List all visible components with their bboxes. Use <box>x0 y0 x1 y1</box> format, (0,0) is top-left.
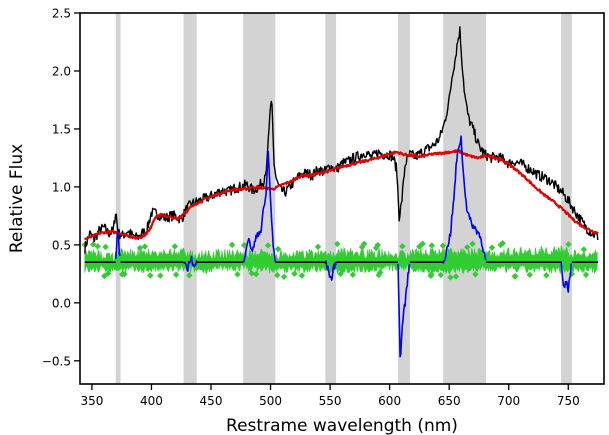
observed-spectrum-line <box>84 26 599 254</box>
x-tick-label: 700 <box>497 394 520 408</box>
x-axis-label: Restrame wavelength (nm) <box>226 416 458 435</box>
y-tick-label: 2.0 <box>52 64 71 78</box>
residual-point <box>157 272 164 279</box>
residual-point <box>186 272 193 279</box>
residual-point <box>416 243 423 250</box>
model-spectrum-line <box>83 149 599 241</box>
y-tick-label: 0.5 <box>52 238 71 252</box>
blue-emission-line-4 <box>397 263 411 358</box>
residual-point <box>280 273 288 281</box>
residual-point <box>248 270 255 277</box>
residual-point <box>94 243 101 250</box>
x-tick-label: 400 <box>140 394 163 408</box>
y-tick-label: −0.5 <box>42 354 71 368</box>
shaded-region-3 <box>325 13 337 384</box>
residual-point <box>452 273 460 280</box>
x-tick-label: 350 <box>80 394 103 408</box>
residual-point <box>89 241 97 248</box>
residual-band <box>84 245 598 275</box>
shaded-region-6 <box>561 13 572 384</box>
residual-point <box>375 271 382 279</box>
plot-frame <box>79 12 605 385</box>
spectrum-lines-layer <box>83 26 599 358</box>
residual-point <box>399 243 406 250</box>
residual-point <box>228 241 236 248</box>
residual-point <box>488 244 496 251</box>
residual-point <box>464 243 471 251</box>
x-axis-ticks: 350 400 450 500 550 600 650 700 750 <box>80 384 580 408</box>
residual-point <box>241 241 248 249</box>
residual-point <box>291 270 298 277</box>
residual-point <box>121 270 128 278</box>
residual-point <box>511 273 518 280</box>
y-tick-label: 1.0 <box>52 180 71 194</box>
residual-point <box>274 245 282 253</box>
x-tick-label: 450 <box>200 394 223 408</box>
residual-point <box>526 271 533 279</box>
residual-point <box>437 271 445 279</box>
x-tick-label: 500 <box>259 394 282 408</box>
residual-point <box>472 271 479 278</box>
residual-point <box>543 272 550 279</box>
shaded-region-5 <box>443 13 487 384</box>
residual-point <box>428 242 436 249</box>
x-tick-label: 550 <box>319 394 342 408</box>
y-tick-label: 1.5 <box>52 122 71 136</box>
blue-emission-line-1 <box>183 255 198 272</box>
residual-point <box>314 243 322 250</box>
residual-point <box>497 241 504 249</box>
residual-point <box>349 271 357 278</box>
residual-point <box>372 244 380 252</box>
x-tick-label: 600 <box>378 394 401 408</box>
y-tick-label: 2.5 <box>52 7 71 21</box>
residual-point <box>102 243 109 251</box>
blue-emission-line-2 <box>242 150 277 263</box>
residual-point <box>234 271 241 278</box>
blue-emission-line-3 <box>324 260 337 281</box>
residual-band-layer <box>81 240 598 281</box>
residual-point <box>580 246 588 253</box>
residual-point <box>171 243 179 250</box>
residual-point <box>447 274 454 281</box>
residual-point <box>582 271 590 278</box>
residual-point <box>274 272 281 279</box>
residual-point <box>141 243 149 250</box>
x-tick-label: 650 <box>438 394 461 408</box>
shaded-region-4 <box>397 13 410 384</box>
residual-point <box>172 271 180 278</box>
residual-point <box>334 240 341 248</box>
residual-point <box>136 244 144 252</box>
blue-emission-line-5 <box>442 135 487 264</box>
residual-point <box>104 270 112 277</box>
residual-point <box>252 270 260 278</box>
y-tick-label: 0.0 <box>52 296 71 310</box>
residual-point <box>469 240 476 248</box>
blue-emission-line-0 <box>114 231 121 260</box>
residual-point <box>439 242 447 249</box>
residual-point <box>361 240 368 248</box>
shaded-region-0 <box>115 13 121 384</box>
x-tick-label: 750 <box>557 394 580 408</box>
shaded-region-1 <box>183 13 197 384</box>
residual-point <box>428 271 435 278</box>
residual-point <box>264 242 272 249</box>
residual-point <box>147 272 154 279</box>
residual-point <box>298 272 306 279</box>
residual-point <box>568 270 575 278</box>
residual-point <box>565 241 572 248</box>
masked-regions <box>115 13 572 384</box>
residual-point <box>374 241 381 249</box>
blue-emission-line-6 <box>560 261 573 293</box>
residual-point <box>337 270 344 278</box>
y-axis-ticks: −0.5 0.0 0.5 1.0 1.5 2.0 2.5 <box>42 7 80 368</box>
y-axis-label: Relative Flux <box>7 144 27 253</box>
